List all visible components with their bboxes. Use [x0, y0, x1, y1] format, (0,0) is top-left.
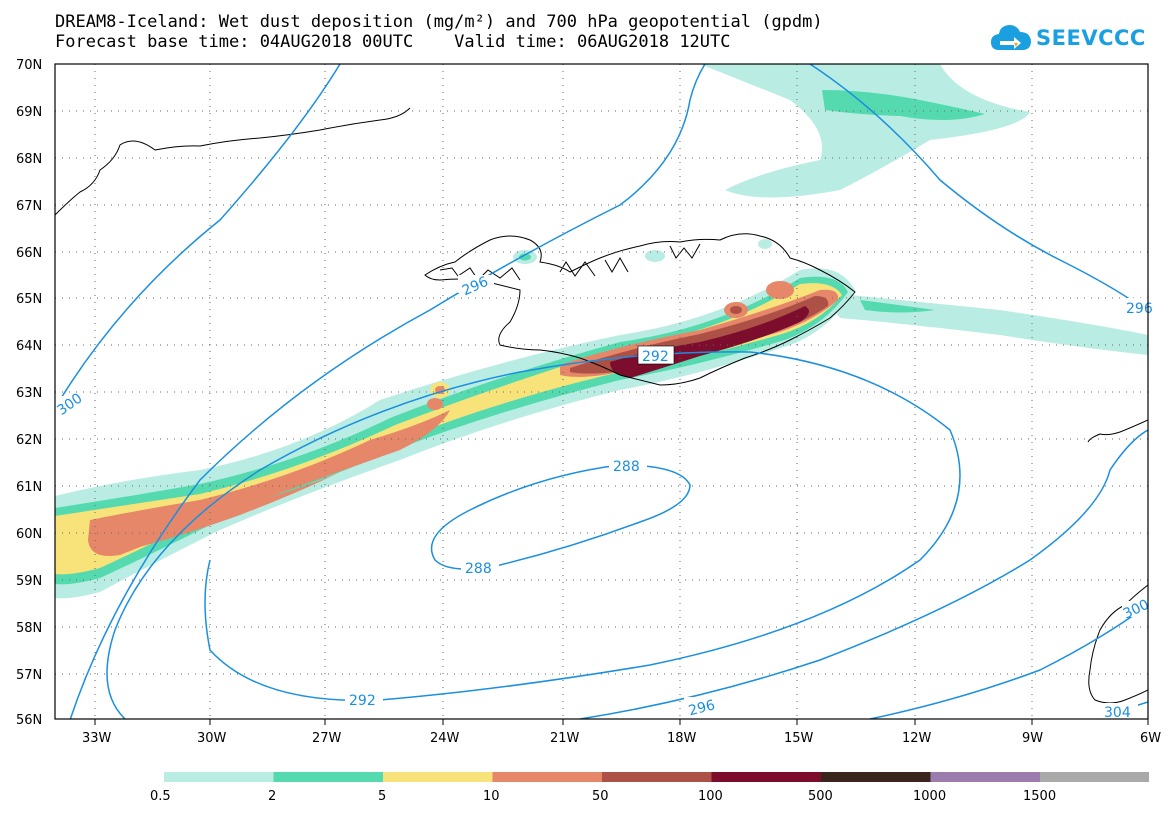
contour-label: 296 [1126, 301, 1153, 317]
legend-label: 1500 [1023, 789, 1056, 804]
frame-ticks [94, 719, 1149, 725]
contour-labels: 296 292 288 288 292 296 300 300 296 304 [54, 274, 1152, 721]
legend-swatch [383, 772, 493, 782]
dust-plume-core [99, 472, 340, 552]
lat-label: 62N [16, 433, 42, 448]
lat-label: 57N [16, 668, 42, 683]
dust-plume-level-5 [570, 296, 829, 374]
contour-296-south [579, 429, 1148, 719]
lat-label: 69N [16, 105, 42, 120]
contour-296-north [69, 64, 706, 719]
legend-label: 50 [592, 789, 609, 804]
dust-blob-4 [766, 281, 794, 299]
contour-300-west [55, 64, 341, 409]
contour-label: 288 [465, 561, 492, 577]
contour-label: 292 [642, 349, 669, 365]
lat-label: 60N [16, 527, 42, 542]
lat-label: 65N [16, 292, 42, 307]
lat-label: 67N [16, 199, 42, 214]
dust-area-north-2 [822, 90, 985, 121]
legend-swatch [821, 772, 931, 782]
lat-label: 66N [16, 246, 42, 261]
legend-swatch [492, 772, 602, 782]
latitude-labels: 70N 69N 68N 67N 66N 65N 64N 63N 62N 61N … [16, 58, 42, 728]
seevccc-logo: SEEVCCC [990, 20, 1146, 56]
lon-label: 27W [312, 731, 342, 746]
legend-label: 0.5 [150, 789, 171, 804]
lat-label: 56N [16, 713, 42, 728]
lat-label: 59N [16, 574, 42, 589]
lat-label: 63N [16, 386, 42, 401]
lon-label: 12W [902, 731, 932, 746]
dust-area-north [700, 64, 1030, 198]
dust-blob-3b [730, 306, 742, 314]
legend-label: 1000 [913, 789, 946, 804]
map-frame [54, 63, 1149, 720]
lon-label: 24W [430, 731, 460, 746]
lat-label: 58N [16, 621, 42, 636]
contour-300-southeast [869, 604, 1148, 719]
contour-label: 300 [1121, 597, 1152, 623]
dust-area-east-2 [860, 300, 935, 313]
map-title: DREAM8-Iceland: Wet dust deposition (mg/… [55, 12, 823, 32]
lon-label: 15W [784, 731, 814, 746]
contour-label: 288 [613, 459, 640, 475]
legend-label: 500 [808, 789, 833, 804]
lat-label: 61N [16, 480, 42, 495]
iceland-coast [424, 233, 856, 386]
lon-label: 30W [197, 731, 227, 746]
lon-label: 21W [550, 731, 580, 746]
legend-swatch [930, 772, 1040, 782]
greenland-coast [55, 107, 411, 216]
faroe-islands [1087, 419, 1148, 443]
contour-label: 304 [1104, 705, 1131, 721]
map-subtitle: Forecast base time: 04AUG2018 00UTC Vali… [55, 32, 731, 52]
lon-label: 18W [667, 731, 697, 746]
legend-label: 10 [483, 789, 500, 804]
contour-296-east [809, 64, 1148, 313]
legend-label: 5 [378, 789, 386, 804]
legend-label: 100 [698, 789, 723, 804]
contour-label: 300 [54, 390, 85, 418]
lat-label: 68N [16, 152, 42, 167]
lon-label: 33W [82, 731, 112, 746]
lat-label: 70N [16, 58, 42, 73]
lon-label: 6W [1140, 731, 1161, 746]
contour-label: 296 [687, 697, 717, 719]
contour-288 [430, 464, 691, 570]
graticule [55, 64, 1148, 719]
dust-blob-north [645, 250, 665, 262]
legend-swatch [1040, 772, 1149, 782]
dust-deposition-shading [55, 64, 1148, 599]
legend-colorbar [164, 772, 1149, 782]
longitude-labels: 33W 30W 27W 24W 21W 18W 15W 12W 9W 6W [82, 731, 1161, 746]
dust-blob-westfjords-2 [519, 253, 531, 261]
legend-swatch [711, 772, 821, 782]
legend-swatch [602, 772, 712, 782]
legend-label: 2 [268, 789, 276, 804]
dust-blob-2 [427, 398, 443, 410]
cloud-icon [991, 25, 1031, 50]
lon-label: 9W [1022, 731, 1043, 746]
legend-swatch [164, 772, 274, 782]
iceland-coast-detail [439, 243, 701, 281]
legend-swatch [273, 772, 383, 782]
lat-label: 64N [16, 339, 42, 354]
legend-labels: 0.5 2 5 10 50 100 500 1000 1500 [150, 789, 1056, 804]
logo-text: SEEVCCC [1036, 26, 1146, 50]
coastlines [55, 107, 1148, 704]
dust-blob-northeast [758, 239, 772, 249]
contour-label: 292 [349, 693, 376, 709]
